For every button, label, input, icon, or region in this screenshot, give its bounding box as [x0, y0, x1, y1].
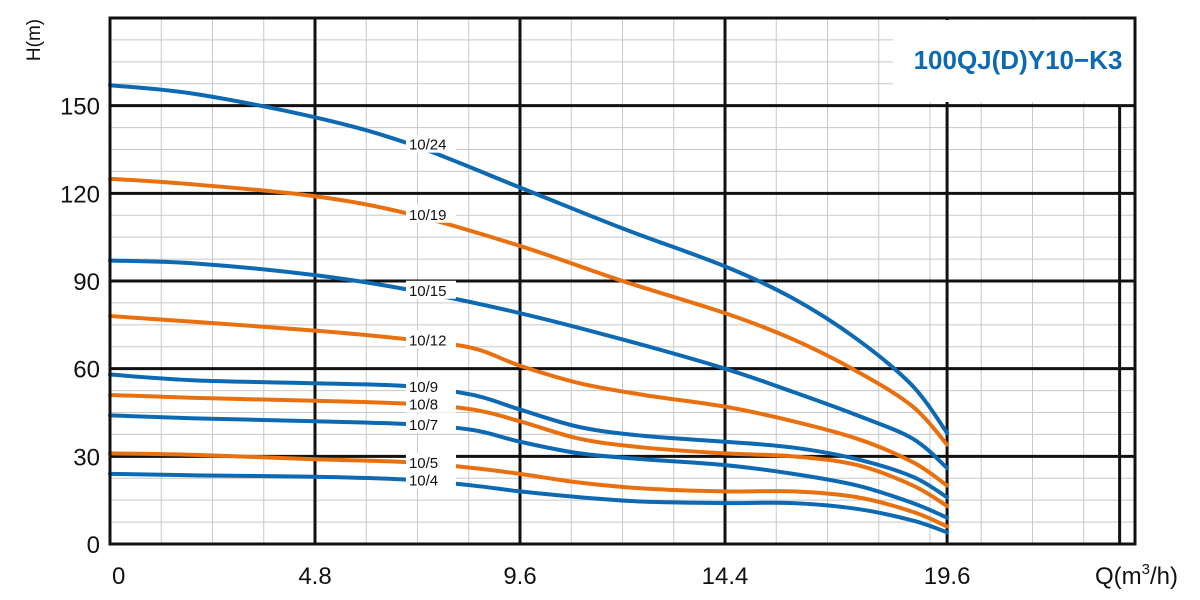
y-tick-label: 60: [73, 357, 100, 384]
curve-label-10-7: 10/7: [409, 417, 438, 434]
y-tick-label: 0: [87, 532, 100, 559]
x-tick-label: 4.8: [298, 563, 331, 590]
curve-label-10-12: 10/12: [409, 332, 447, 349]
curve-label-10-9: 10/9: [409, 379, 438, 396]
curve-label-10-4: 10/4: [409, 473, 438, 490]
curve-label-bg: [405, 415, 456, 434]
chart-title: 100QJ(D)Y10−K3: [914, 45, 1123, 75]
x-tick-label: 9.6: [503, 563, 536, 590]
x-tick-label: 14.4: [702, 563, 749, 590]
curve-label-bg: [405, 377, 456, 396]
curve-10-5: [108, 451, 950, 529]
axis-ticks: 0 4.8 9.6 14.4 19.6 0 30 60 90 120 150: [60, 94, 970, 590]
performance-curves: [108, 83, 950, 535]
curve-label-10-8: 10/8: [409, 397, 438, 414]
curve-label-bg: [405, 470, 456, 489]
y-tick-label: 30: [73, 444, 100, 471]
curve-label-bg: [405, 134, 456, 153]
curve-10-8: [108, 392, 950, 509]
curve-label-10-5: 10/5: [409, 455, 438, 472]
curve-10-9: [108, 372, 950, 500]
curve-label-bg: [405, 204, 456, 223]
plot-frame: [108, 16, 1137, 546]
curve-10-4: [108, 471, 950, 535]
x-tick-label: 0: [112, 563, 125, 590]
curve-10-12: [108, 314, 950, 488]
curve-labels: 10/24 10/19 10/15 10/12 10/910/8 10/7 10/510/4: [405, 134, 456, 490]
x-tick-label: 19.6: [924, 563, 971, 590]
curve-label-bg: [405, 330, 456, 349]
curve-label-10-24: 10/24: [409, 137, 447, 154]
y-tick-label: 90: [73, 269, 100, 296]
curve-10-19: [108, 176, 950, 447]
y-tick-label: 120: [60, 181, 100, 208]
curve-label-bg: [405, 394, 456, 413]
curve-10-15: [108, 258, 950, 471]
y-axis-label: H(m): [24, 19, 45, 61]
curve-label-10-19: 10/19: [409, 207, 447, 224]
curve-label-bg: [405, 280, 456, 299]
x-axis-label-tail: /h): [1150, 563, 1178, 590]
y-tick-label: 150: [60, 94, 100, 121]
x-axis-label-main: Q(m: [1095, 563, 1142, 590]
curve-10-7: [108, 413, 950, 520]
x-axis-label: Q(m3/h): [1095, 561, 1178, 590]
x-axis-label-superscript: 3: [1142, 561, 1150, 578]
curve-10-24: [108, 83, 950, 435]
title-background: [893, 20, 1133, 102]
curve-label-10-15: 10/15: [409, 283, 447, 300]
curve-label-bg: [405, 453, 456, 472]
